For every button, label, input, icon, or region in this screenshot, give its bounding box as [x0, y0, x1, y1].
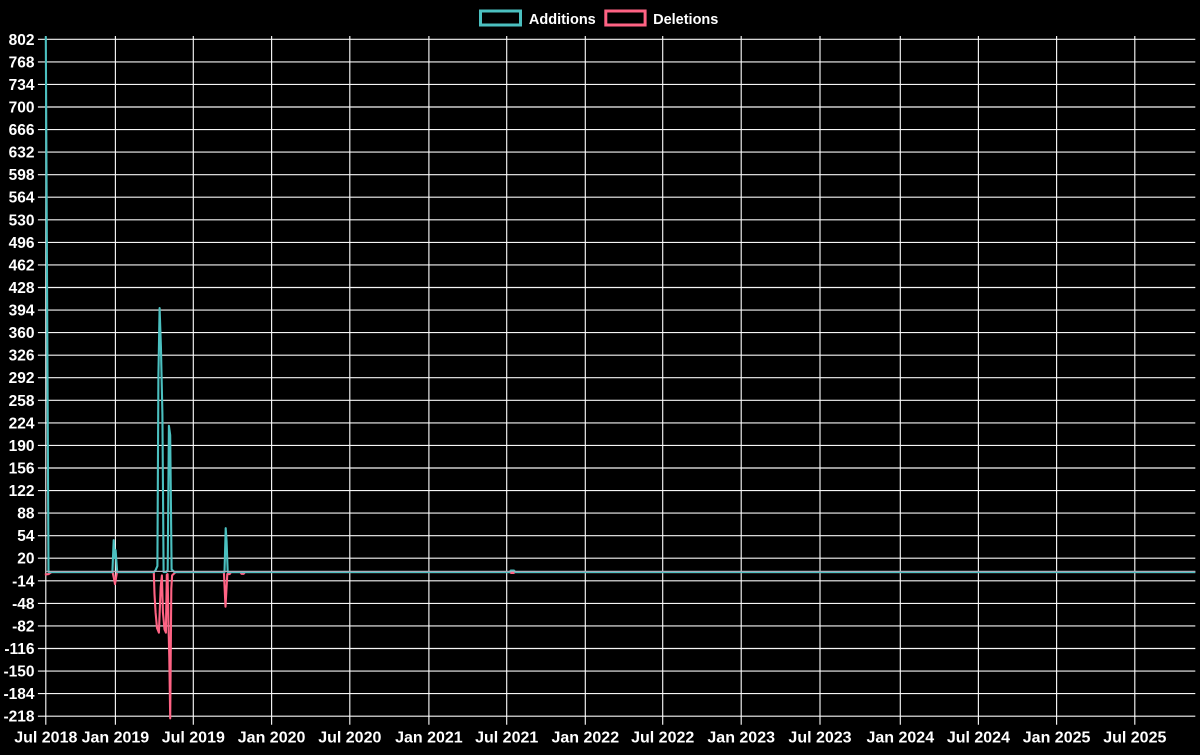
svg-text:-184: -184 [3, 686, 34, 703]
svg-text:428: 428 [9, 280, 35, 297]
svg-text:-150: -150 [3, 664, 34, 681]
svg-text:462: 462 [9, 257, 35, 274]
svg-text:Jul 2025: Jul 2025 [1103, 730, 1166, 747]
svg-text:-48: -48 [12, 596, 35, 613]
svg-text:Jul 2022: Jul 2022 [631, 730, 694, 747]
svg-text:190: 190 [9, 438, 35, 455]
svg-text:224: 224 [9, 415, 35, 432]
svg-text:-218: -218 [3, 709, 34, 726]
svg-text:Jul 2023: Jul 2023 [788, 730, 851, 747]
svg-text:394: 394 [9, 303, 35, 320]
svg-text:156: 156 [9, 461, 35, 478]
svg-text:Jul 2021: Jul 2021 [475, 730, 538, 747]
svg-text:Jul 2019: Jul 2019 [162, 730, 225, 747]
svg-text:-14: -14 [12, 573, 35, 590]
svg-text:598: 598 [9, 167, 35, 184]
svg-text:122: 122 [9, 483, 35, 500]
svg-text:258: 258 [9, 393, 35, 410]
svg-text:802: 802 [9, 32, 35, 49]
svg-text:530: 530 [9, 212, 35, 229]
svg-text:360: 360 [9, 325, 35, 342]
svg-text:-116: -116 [4, 641, 35, 658]
svg-text:Jan 2025: Jan 2025 [1023, 730, 1091, 747]
svg-text:768: 768 [9, 54, 35, 71]
svg-text:Jul 2024: Jul 2024 [947, 730, 1010, 747]
svg-text:Jan 2023: Jan 2023 [707, 730, 775, 747]
svg-text:Jan 2020: Jan 2020 [238, 730, 306, 747]
svg-text:632: 632 [9, 145, 35, 162]
svg-text:-82: -82 [12, 618, 34, 635]
svg-text:666: 666 [9, 122, 35, 139]
svg-text:Jul 2020: Jul 2020 [318, 730, 381, 747]
svg-text:700: 700 [9, 100, 35, 117]
svg-text:Jan 2021: Jan 2021 [395, 730, 463, 747]
svg-text:Jan 2019: Jan 2019 [82, 730, 150, 747]
svg-text:Jan 2024: Jan 2024 [866, 730, 934, 747]
svg-text:Jul 2018: Jul 2018 [14, 730, 77, 747]
svg-text:Deletions: Deletions [653, 12, 718, 28]
svg-text:Jan 2022: Jan 2022 [551, 730, 619, 747]
svg-text:326: 326 [9, 348, 35, 365]
svg-text:564: 564 [9, 190, 35, 207]
svg-text:20: 20 [17, 551, 34, 568]
svg-text:Additions: Additions [529, 12, 596, 28]
svg-text:496: 496 [9, 235, 35, 252]
svg-text:88: 88 [17, 506, 35, 523]
svg-text:54: 54 [17, 528, 35, 545]
svg-text:292: 292 [9, 370, 35, 387]
svg-text:734: 734 [9, 77, 35, 94]
